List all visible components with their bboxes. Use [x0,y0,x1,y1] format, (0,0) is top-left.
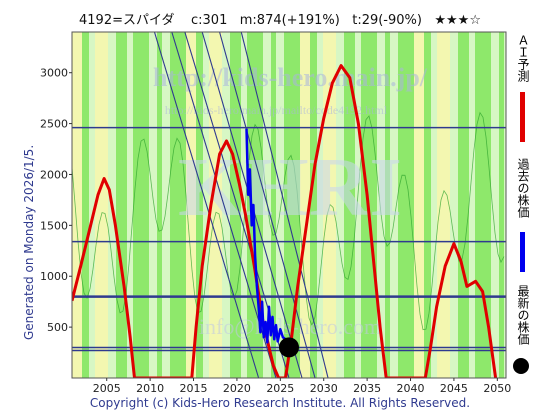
max-price: m:874(+191%) [239,13,340,28]
chart-header: 4192=スパイダ c:301 m:874(+191%) t:29(-90%) … [0,9,560,28]
x-tick-label: 2045 [440,382,468,395]
band [331,32,336,378]
y-tick-label: 500 [47,321,68,334]
y-tick-label: 1000 [40,270,68,283]
band [300,32,310,378]
band [209,32,217,378]
band [355,32,361,378]
trend-line [240,32,329,378]
band [217,32,222,378]
band [414,32,424,378]
band [344,32,355,378]
copyright: Copyright (c) Kids-Hero Research Institu… [89,396,471,410]
y-tick-label: 2000 [40,168,68,181]
stock-code: 4192=スパイダ [79,13,175,28]
band [72,32,82,378]
y-tick-label: 2500 [40,118,68,131]
band [408,32,414,378]
band [162,32,170,378]
band [370,32,377,378]
x-tick-label: 2035 [353,382,381,395]
rating-stars: ★★★☆ [434,13,481,28]
band [230,32,241,378]
x-tick-label: 2030 [310,382,338,395]
ai-prediction-line [72,64,498,378]
y-axis: 500 1000 1500 2000 2500 3000 [40,67,72,334]
band [361,32,370,378]
legend-past-swatch [520,232,525,272]
y-tick-label: 1500 [40,219,68,232]
latest-price-dot [279,337,299,358]
legend-ai-swatch [520,92,525,142]
band [377,32,385,378]
x-tick-label: 2050 [483,382,511,395]
band [424,32,431,378]
x-tick-label: 2025 [266,382,294,395]
band [445,32,450,378]
band [390,32,398,378]
x-tick-label: 2005 [93,382,121,395]
band [133,32,142,378]
band [127,32,133,378]
band [491,32,499,378]
x-tick-label: 2010 [136,382,164,395]
legend-latest-label: 最新の株価 [516,285,530,345]
band [385,32,390,378]
band [317,32,323,378]
band [89,32,95,378]
band [475,32,484,378]
band [336,32,344,378]
legend-past-label: 過去の株価 [516,158,530,218]
band [180,32,186,378]
legend-ai-label: ＡＩ予測 [516,34,530,82]
band [170,32,180,378]
band [499,32,504,378]
band [149,32,157,378]
trend-line [153,32,260,378]
texture-line [72,111,505,331]
band [294,32,300,378]
x-axis: 2005 2010 2015 2020 2025 2030 2035 2040 2045 2050 [93,378,511,395]
trend-line [219,32,316,378]
band [323,32,331,378]
legend-latest-dot [513,358,529,374]
band [469,32,475,378]
band [103,32,108,378]
x-tick-label: 2020 [223,382,251,395]
band [504,32,506,378]
band [437,32,445,378]
band [95,32,103,378]
band [196,32,203,378]
past-price-line [245,128,291,348]
band [398,32,408,378]
band [256,32,263,378]
band [186,32,196,378]
band [284,32,294,378]
x-tick-label: 2015 [180,382,208,395]
band [82,32,89,378]
band [276,32,284,378]
band [484,32,491,378]
y-tick-label: 3000 [40,67,68,80]
watermark: KHRI http://kids-hero.main.jp/ http://ki… [153,63,428,339]
band [142,32,149,378]
band [271,32,276,378]
band [431,32,437,378]
band [310,32,317,378]
x-tick-label: 2040 [397,382,425,395]
band [116,32,127,378]
band [458,32,469,378]
generated-date: Generated on Monday 2026/1/5. [22,144,36,340]
min-price: t:29(-90%) [352,13,422,28]
watermark-url-small: http://kids-hero.main.jp/mailto/code4192… [165,103,388,117]
band [222,32,230,378]
watermark-url: http://kids-hero.main.jp/ [153,63,428,92]
band [157,32,162,378]
current-price: c:301 [191,13,228,28]
band [450,32,458,378]
background-bands [72,32,506,378]
